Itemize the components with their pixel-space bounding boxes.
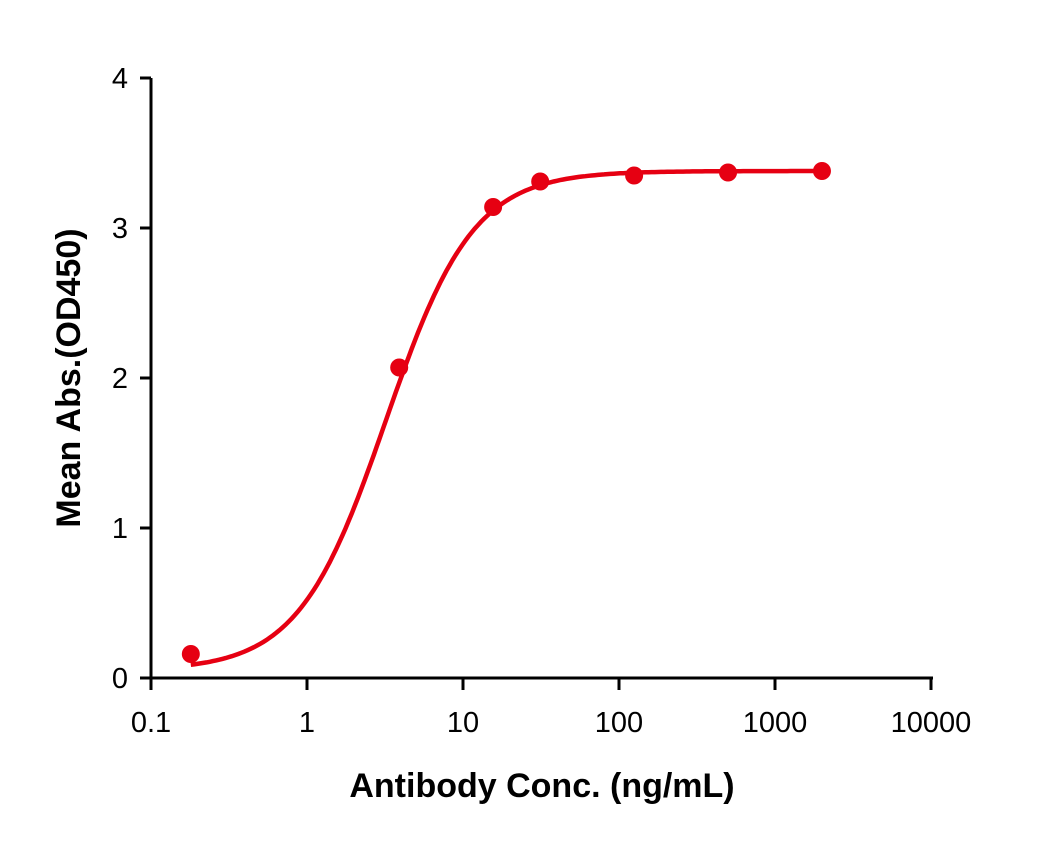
x-tick-label: 100 [595,707,643,739]
data-point [719,163,738,182]
x-tick-label: 0.1 [131,707,171,739]
data-point [625,166,644,185]
data-point [531,172,550,191]
fit-curve [190,168,822,668]
x-tick-label: 1 [299,707,315,739]
sigmoid-fit-line [190,168,822,668]
axes: 0 1 2 3 4 0.1 1 10 100 1000 10000 [112,63,971,739]
y-tick-label: 0 [112,663,128,695]
data-point [390,358,409,377]
y-axis-title: Mean Abs.(OD450) [50,228,88,527]
x-tick-label: 1000 [743,707,808,739]
data-point [484,198,503,216]
y-tick-label: 1 [112,513,128,545]
y-tick-label: 4 [112,63,128,95]
data-point [812,162,831,180]
x-tick-label: 10000 [891,707,972,739]
x-axis-title: Antibody Conc. (ng/mL) [349,767,734,805]
data-points [181,162,831,663]
y-tick-label: 3 [112,213,128,245]
data-point [181,645,200,663]
y-tick-label: 2 [112,363,128,395]
x-tick-label: 10 [447,707,479,739]
